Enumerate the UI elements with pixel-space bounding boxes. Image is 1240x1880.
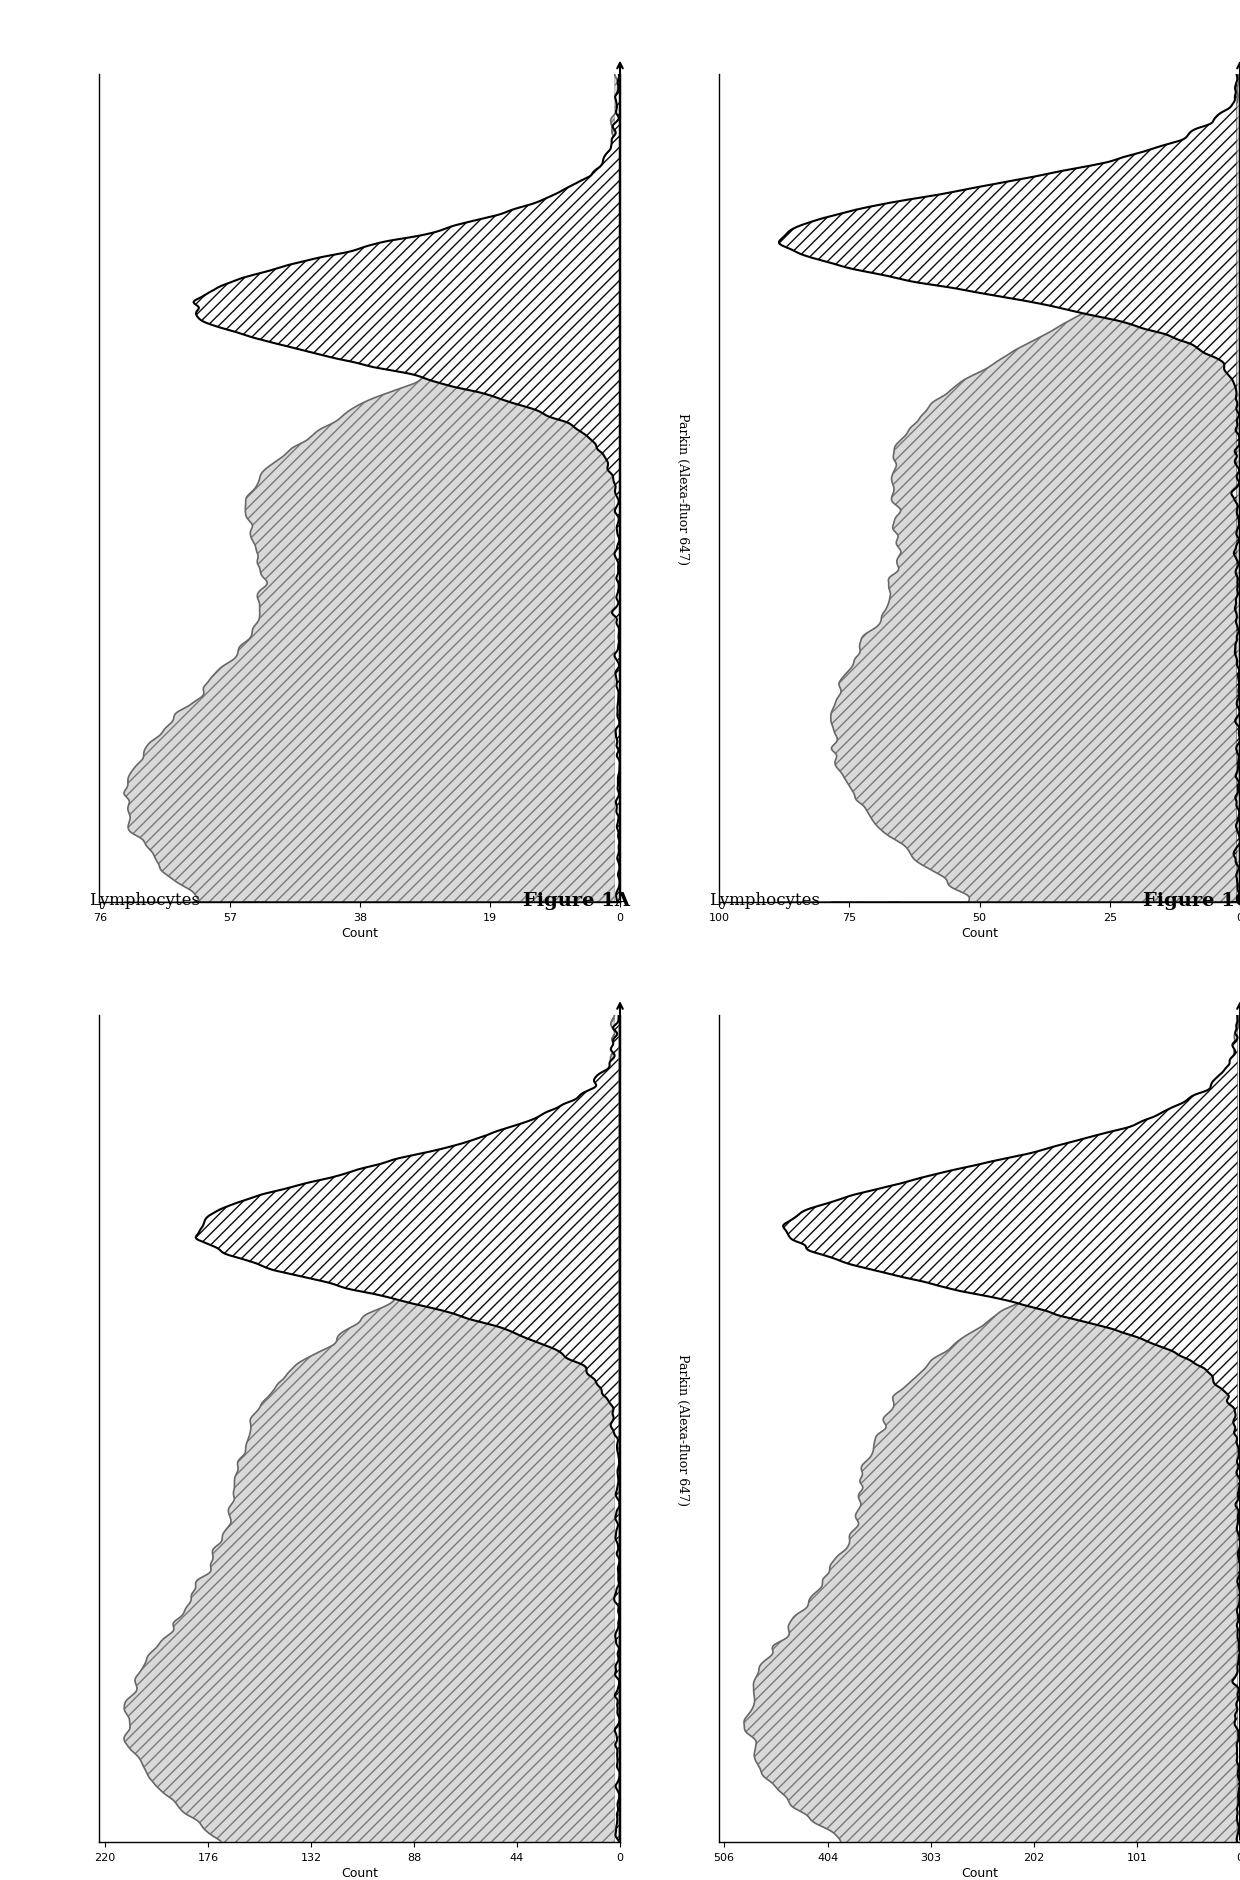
X-axis label: Count: Count <box>961 927 998 940</box>
Text: Parkin (Alexa-fluor 647): Parkin (Alexa-fluor 647) <box>676 414 689 564</box>
Text: Figure 1A: Figure 1A <box>523 891 630 910</box>
Text: Lymphocytes: Lymphocytes <box>89 891 200 908</box>
X-axis label: Count: Count <box>341 927 378 940</box>
X-axis label: Count: Count <box>341 1867 378 1880</box>
Text: Lymphocytes: Lymphocytes <box>709 891 820 908</box>
Text: Parkin (Alexa-fluor 647): Parkin (Alexa-fluor 647) <box>676 1354 689 1504</box>
X-axis label: Count: Count <box>961 1867 998 1880</box>
Text: Figure 1C: Figure 1C <box>1143 891 1240 910</box>
